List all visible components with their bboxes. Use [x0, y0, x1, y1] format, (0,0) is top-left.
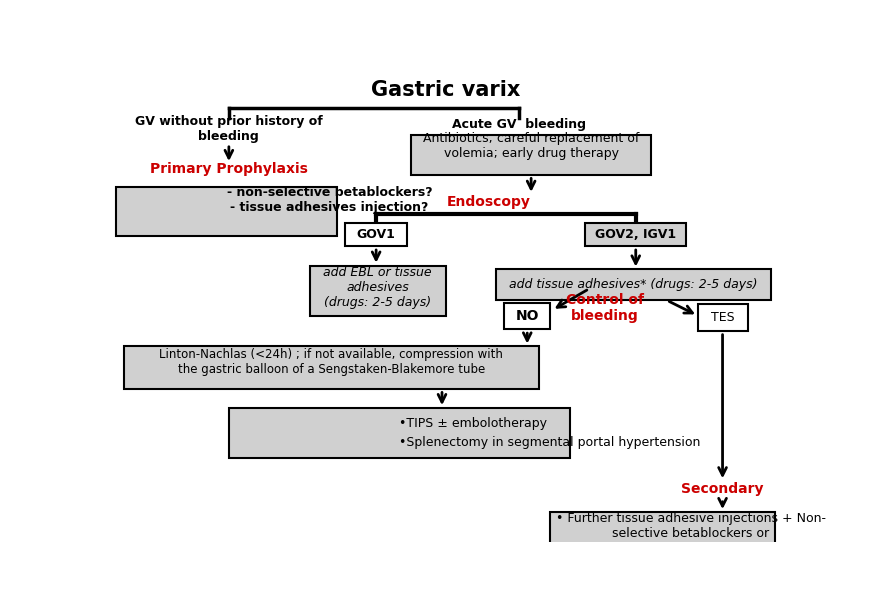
- Text: • Further tissue adhesive injections + Non-
selective betablockers or: • Further tissue adhesive injections + N…: [555, 512, 825, 540]
- Text: TES: TES: [710, 311, 733, 323]
- Text: Endoscopy: Endoscopy: [446, 195, 530, 209]
- Bar: [310, 266, 445, 315]
- Bar: [697, 304, 747, 331]
- Text: add EBL or tissue
adhesives
(drugs: 2-5 days): add EBL or tissue adhesives (drugs: 2-5 …: [323, 266, 432, 309]
- Text: Linton-Nachlas (<24h) ; if not available, compression with
the gastric balloon o: Linton-Nachlas (<24h) ; if not available…: [159, 348, 502, 376]
- Bar: [503, 303, 550, 329]
- Text: •TIPS ± embolotherapy: •TIPS ± embolotherapy: [399, 417, 547, 430]
- Text: Gastric varix: Gastric varix: [371, 80, 520, 100]
- Bar: [585, 224, 686, 246]
- Text: Acute GV  bleeding: Acute GV bleeding: [452, 118, 586, 131]
- Bar: [495, 269, 771, 300]
- Text: GOV1: GOV1: [356, 228, 395, 241]
- Text: add tissue adhesives* (drugs: 2-5 days): add tissue adhesives* (drugs: 2-5 days): [508, 278, 757, 291]
- Text: - non-selective betablockers?
- tissue adhesives injection?: - non-selective betablockers? - tissue a…: [226, 186, 432, 214]
- Text: Control of
bleeding: Control of bleeding: [565, 293, 643, 323]
- Text: •Splenectomy in segmental portal hypertension: •Splenectomy in segmental portal hyperte…: [399, 436, 700, 449]
- Bar: [124, 347, 538, 389]
- Text: NO: NO: [515, 309, 539, 323]
- Text: Primary Prophylaxis: Primary Prophylaxis: [149, 163, 308, 177]
- Bar: [116, 187, 337, 236]
- Text: Antibiotics; careful replacement of
volemia; early drug therapy: Antibiotics; careful replacement of vole…: [422, 132, 639, 160]
- Text: GV without prior history of
bleeding: GV without prior history of bleeding: [135, 114, 322, 143]
- Bar: [410, 135, 651, 175]
- Bar: [550, 512, 774, 558]
- Bar: [229, 408, 569, 458]
- Text: GOV2, IGV1: GOV2, IGV1: [594, 228, 675, 241]
- Bar: [345, 224, 407, 246]
- Text: Secondary: Secondary: [680, 482, 763, 496]
